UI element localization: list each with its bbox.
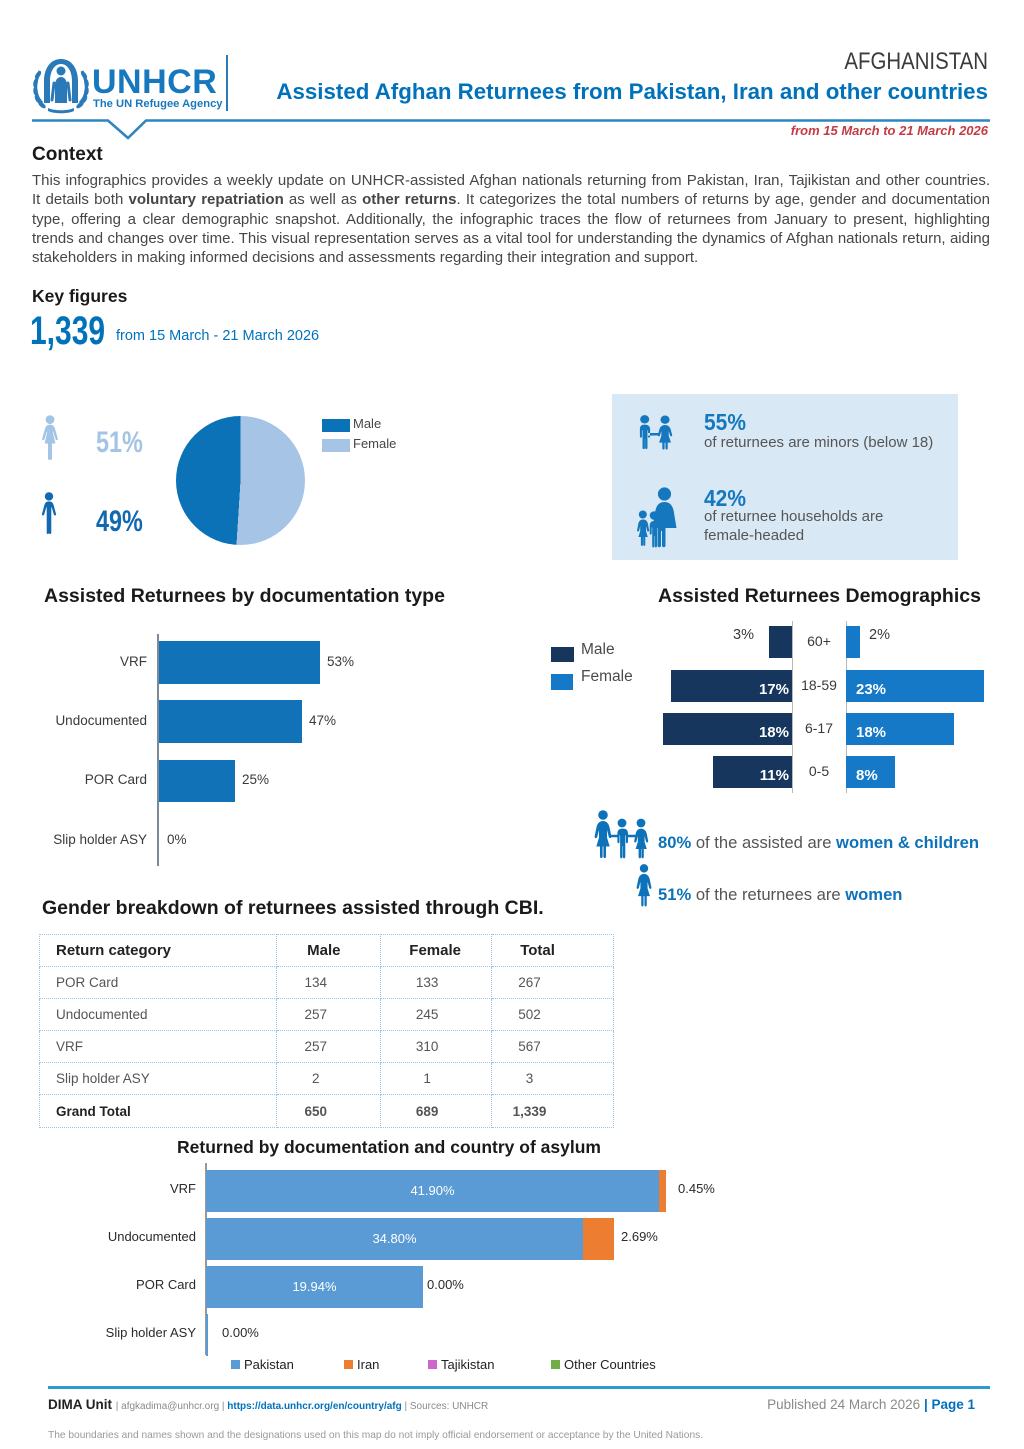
svg-text:The UN Refugee Agency: The UN Refugee Agency <box>93 98 223 110</box>
svg-text:UNHCR: UNHCR <box>92 63 217 101</box>
